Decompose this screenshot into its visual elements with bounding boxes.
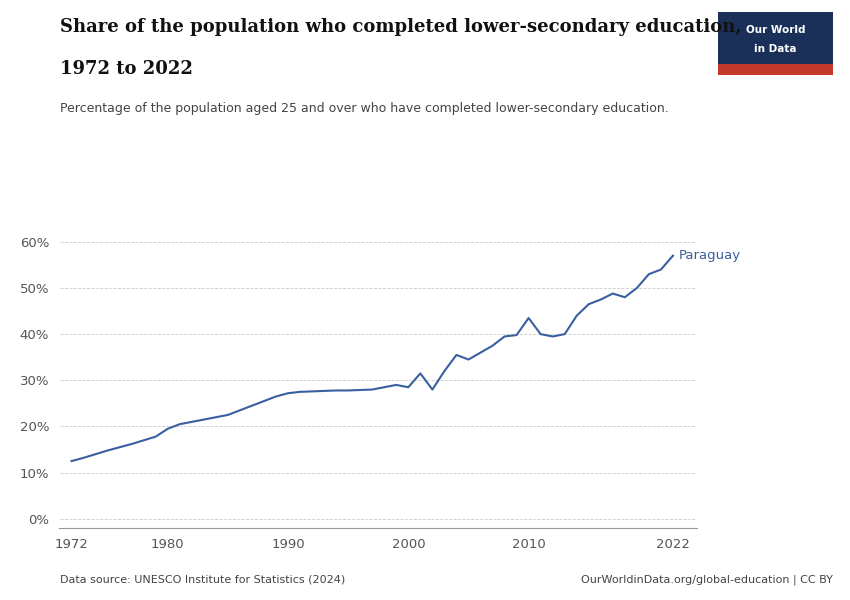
Text: in Data: in Data [755,44,796,53]
Text: Data source: UNESCO Institute for Statistics (2024): Data source: UNESCO Institute for Statis… [60,575,345,585]
Text: Our World: Our World [746,25,805,35]
Text: Paraguay: Paraguay [679,249,741,262]
Text: Share of the population who completed lower-secondary education,: Share of the population who completed lo… [60,18,741,36]
Text: Percentage of the population aged 25 and over who have completed lower-secondary: Percentage of the population aged 25 and… [60,102,668,115]
Text: 1972 to 2022: 1972 to 2022 [60,60,192,78]
Bar [718,12,833,64]
Bar [718,64,833,75]
Text: OurWorldinData.org/global-education | CC BY: OurWorldinData.org/global-education | CC… [581,575,833,585]
